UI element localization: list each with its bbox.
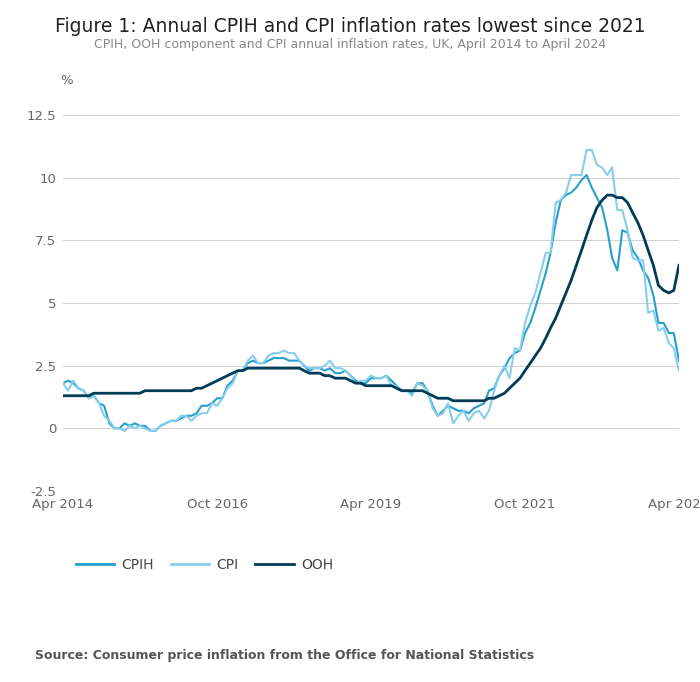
Legend: CPIH, CPI, OOH: CPIH, CPI, OOH [70, 552, 339, 578]
Text: Source: Consumer price inflation from the Office for National Statistics: Source: Consumer price inflation from th… [35, 649, 534, 662]
Text: CPIH, OOH component and CPI annual inflation rates, UK, April 2014 to April 2024: CPIH, OOH component and CPI annual infla… [94, 38, 606, 50]
Text: %: % [60, 74, 73, 87]
Text: Figure 1: Annual CPIH and CPI inflation rates lowest since 2021: Figure 1: Annual CPIH and CPI inflation … [55, 17, 645, 36]
